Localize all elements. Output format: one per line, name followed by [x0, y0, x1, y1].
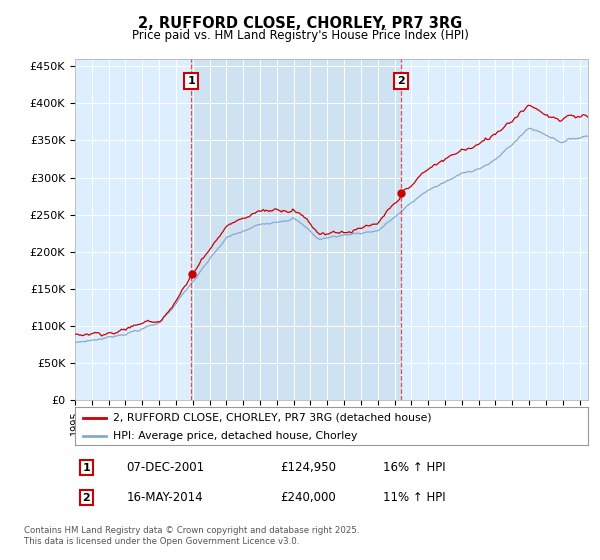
Text: £240,000: £240,000	[280, 491, 336, 505]
Text: 07-DEC-2001: 07-DEC-2001	[127, 461, 205, 474]
Text: 2: 2	[397, 76, 404, 86]
Text: 16% ↑ HPI: 16% ↑ HPI	[383, 461, 445, 474]
Text: 1: 1	[188, 76, 195, 86]
Text: £124,950: £124,950	[280, 461, 336, 474]
Text: 2, RUFFORD CLOSE, CHORLEY, PR7 3RG (detached house): 2, RUFFORD CLOSE, CHORLEY, PR7 3RG (deta…	[113, 413, 432, 423]
Text: Price paid vs. HM Land Registry's House Price Index (HPI): Price paid vs. HM Land Registry's House …	[131, 29, 469, 42]
Text: Contains HM Land Registry data © Crown copyright and database right 2025.
This d: Contains HM Land Registry data © Crown c…	[24, 526, 359, 546]
Text: HPI: Average price, detached house, Chorley: HPI: Average price, detached house, Chor…	[113, 431, 358, 441]
Text: 16-MAY-2014: 16-MAY-2014	[127, 491, 203, 505]
Text: 1: 1	[82, 463, 90, 473]
Text: 2: 2	[82, 493, 90, 503]
Text: 11% ↑ HPI: 11% ↑ HPI	[383, 491, 445, 505]
Text: 2, RUFFORD CLOSE, CHORLEY, PR7 3RG: 2, RUFFORD CLOSE, CHORLEY, PR7 3RG	[138, 16, 462, 31]
Bar	[191, 59, 401, 400]
